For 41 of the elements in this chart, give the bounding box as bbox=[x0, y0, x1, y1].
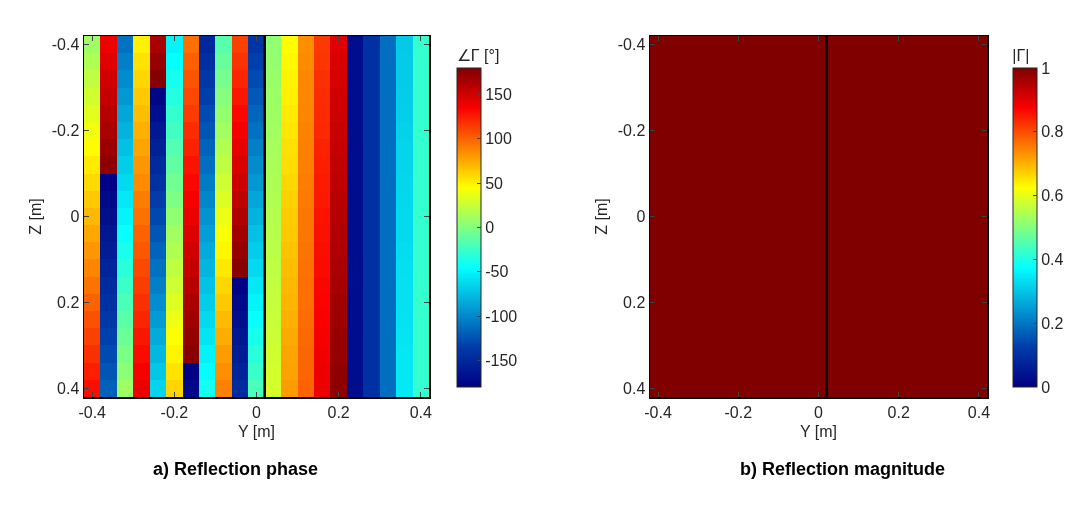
color-bar-label: -100 bbox=[485, 307, 518, 325]
y-tick-label: -0.2 bbox=[51, 122, 80, 140]
y-tick-label: 0.4 bbox=[57, 380, 80, 397]
text: b) Reflection magnitude bbox=[740, 459, 946, 479]
color-bar-label: 0 bbox=[1041, 378, 1051, 396]
x-tick-label: 0 bbox=[814, 403, 824, 421]
x-tick-label: -0.4 bbox=[644, 403, 672, 421]
color-bar-label: 0.4 bbox=[1041, 251, 1064, 268]
y-tick-label: 0 bbox=[636, 208, 646, 226]
x-axis-title: Y [m] bbox=[237, 423, 276, 441]
color-bar-label: 0.2 bbox=[1041, 314, 1064, 332]
x-tick-label: -0.2 bbox=[724, 403, 753, 421]
color-bar-label: 0.6 bbox=[1041, 187, 1064, 205]
color-bar-label: -50 bbox=[485, 263, 509, 281]
y-tick-label: 0.4 bbox=[623, 380, 646, 397]
x-tick-label: 0.4 bbox=[967, 403, 991, 421]
y-tick-label: 0 bbox=[70, 208, 80, 226]
x-tick-label: 0.2 bbox=[887, 403, 910, 421]
y-tick-label: 0.2 bbox=[623, 294, 646, 312]
text: a) Reflection phase bbox=[153, 459, 319, 479]
x-tick-label: -0.2 bbox=[160, 403, 189, 421]
color-bar-title: ∠Γ [°] bbox=[456, 46, 500, 64]
y-axis-title: Z [m] bbox=[592, 198, 610, 235]
x-tick-label: 0.2 bbox=[327, 403, 350, 421]
color-bar-label: 150 bbox=[485, 86, 512, 104]
x-axis-title: Y [m] bbox=[799, 423, 838, 441]
color-bar-label: 50 bbox=[485, 174, 504, 192]
color-bar-label: 1 bbox=[1041, 59, 1051, 77]
y-axis-title: Z [m] bbox=[26, 198, 44, 235]
color-bar-label: 100 bbox=[485, 130, 512, 148]
y-tick-label: 0.2 bbox=[57, 294, 80, 312]
x-tick-label: 0.4 bbox=[409, 403, 433, 421]
x-tick-label: -0.4 bbox=[78, 403, 107, 421]
color-bar-label: 0.8 bbox=[1041, 123, 1064, 141]
color-bar-label: 0 bbox=[485, 219, 495, 237]
y-tick-label: -0.2 bbox=[617, 122, 646, 140]
color-bar-label: -150 bbox=[485, 352, 518, 370]
y-tick-label: -0.4 bbox=[617, 36, 646, 54]
y-tick-label: -0.4 bbox=[51, 36, 80, 54]
color-bar-title: |Γ| bbox=[1012, 46, 1030, 64]
x-tick-label: 0 bbox=[252, 403, 262, 421]
